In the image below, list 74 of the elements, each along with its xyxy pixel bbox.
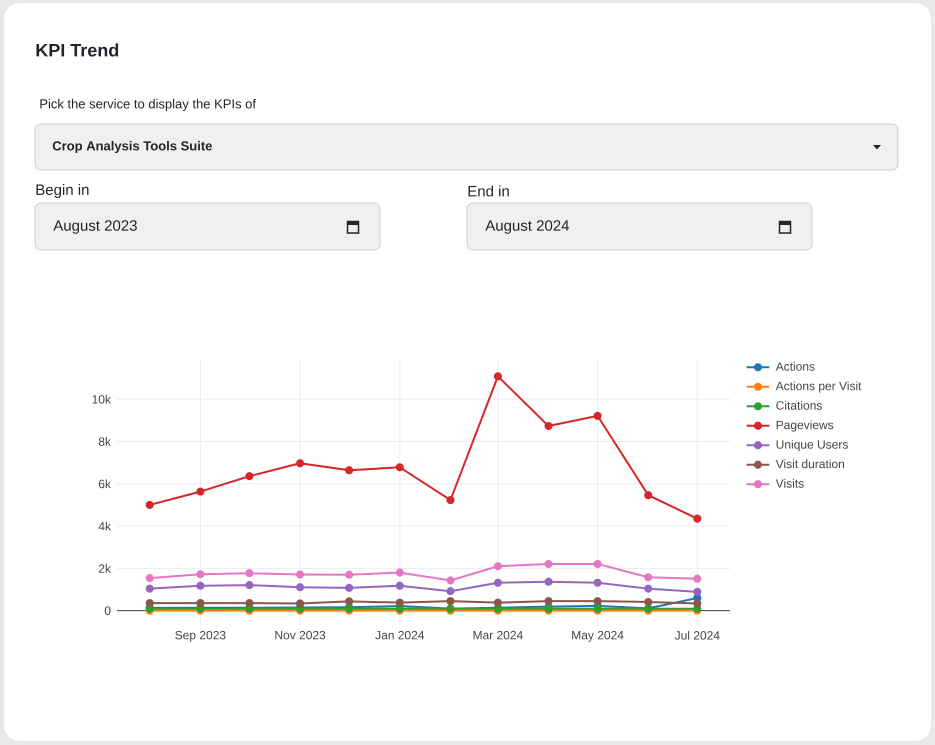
- chart-title: KPI Trend: [36, 43, 118, 57]
- point: [594, 597, 602, 606]
- point: [594, 560, 602, 568]
- x-tick-label: May 2024: [572, 630, 624, 642]
- point: [544, 578, 553, 586]
- point: [644, 598, 652, 606]
- point: [644, 491, 652, 500]
- text: August 2024: [485, 220, 570, 234]
- point: [494, 372, 502, 380]
- point: [296, 583, 304, 592]
- text: Pick the service to display the KPIs of: [40, 98, 256, 112]
- point: [644, 573, 652, 582]
- point: [544, 422, 553, 430]
- legend-label: Visits: [776, 478, 804, 488]
- point: [146, 584, 154, 593]
- point: [494, 562, 502, 570]
- legend-label: Visit duration: [776, 459, 844, 468]
- legend-label: Pageviews: [776, 420, 834, 432]
- point: [693, 588, 702, 596]
- x-tick-label: Mar 2024: [474, 630, 523, 640]
- point: [345, 597, 354, 606]
- point: [196, 488, 204, 496]
- point: [693, 574, 702, 583]
- point: [446, 576, 455, 585]
- x-tick-label: Sep 2023: [175, 630, 226, 642]
- x-tick-label: Jul 2024: [674, 630, 720, 640]
- text: End in: [468, 185, 509, 196]
- y-tick-label: 10k: [92, 394, 111, 404]
- point: [345, 570, 354, 579]
- point: [693, 599, 702, 608]
- legend-label: Actions per Visit: [776, 381, 862, 393]
- point: [644, 584, 652, 593]
- point: [544, 560, 553, 568]
- point: [196, 582, 204, 590]
- point: [296, 570, 304, 579]
- point: [196, 599, 204, 608]
- point: [146, 500, 154, 509]
- text: August 2023: [53, 220, 137, 234]
- point: [245, 569, 254, 578]
- point: [146, 599, 154, 608]
- legend-label: Actions: [776, 362, 815, 371]
- point: [245, 599, 254, 608]
- legend-label: Unique Users: [776, 440, 848, 452]
- point: [594, 412, 602, 420]
- point: [196, 570, 204, 578]
- x-tick-label: Nov 2023: [275, 630, 326, 640]
- point: [396, 582, 404, 590]
- y-tick-label: 6k: [98, 479, 111, 488]
- point: [296, 459, 304, 468]
- point: [396, 568, 404, 577]
- point: [446, 597, 455, 606]
- point: [494, 598, 502, 607]
- legend-label: Citations: [776, 400, 822, 410]
- y-tick-label: 2k: [98, 564, 111, 573]
- y-tick-label: 8k: [98, 437, 111, 446]
- point: [494, 578, 502, 587]
- point: [345, 584, 354, 592]
- point: [594, 578, 602, 587]
- point: [146, 574, 154, 582]
- y-tick-label: 0: [104, 606, 110, 615]
- point: [446, 496, 455, 504]
- point: [296, 599, 304, 608]
- point: [396, 598, 404, 607]
- point: [345, 466, 354, 474]
- text: Begin in: [36, 184, 88, 198]
- x-tick-label: Jan 2024: [375, 630, 424, 640]
- point: [446, 587, 455, 596]
- point: [396, 463, 404, 472]
- y-tick-label: 4k: [98, 522, 111, 530]
- point: [544, 597, 553, 606]
- point: [245, 472, 254, 480]
- point: [693, 514, 702, 523]
- point: [245, 581, 254, 590]
- text: Crop Analysis Tools Suite: [52, 140, 212, 154]
